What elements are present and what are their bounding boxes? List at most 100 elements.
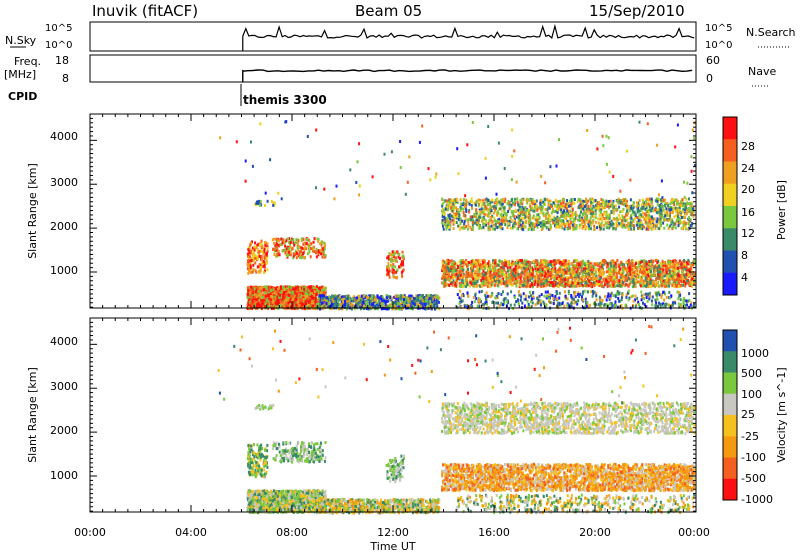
echo-cell	[334, 299, 337, 303]
echo-cell	[574, 278, 577, 282]
echo-cell	[457, 271, 460, 275]
echo-cell	[559, 282, 561, 286]
echo-cell	[468, 261, 470, 264]
echo-cell	[319, 249, 322, 253]
echo-cell	[678, 282, 680, 285]
echo-cell	[342, 297, 345, 301]
echo-cell	[285, 239, 288, 243]
echo-cell	[460, 283, 463, 287]
echo-cell	[276, 302, 279, 306]
echo-cell	[277, 298, 280, 302]
echo-cell	[550, 277, 553, 281]
echo-cell	[610, 264, 613, 268]
echo-cell	[629, 265, 632, 269]
echo-cell	[442, 275, 445, 279]
echo-cell	[674, 273, 677, 276]
echo-cell	[693, 272, 696, 276]
echo-cell	[663, 271, 666, 275]
echo-cell	[315, 250, 318, 254]
echo-cell	[260, 286, 263, 290]
echo-cell	[297, 239, 300, 243]
echo-cell	[633, 270, 636, 274]
echo-cell	[292, 252, 295, 256]
echo-cell	[251, 299, 254, 303]
echo-cell	[674, 269, 677, 273]
echo-cell	[275, 287, 277, 291]
echo-cell	[674, 259, 677, 262]
echo-cell	[251, 270, 254, 274]
echo-cell	[313, 237, 316, 241]
echo-cell	[612, 269, 615, 273]
echo-cell	[466, 271, 469, 275]
echo-cell	[614, 284, 617, 288]
echo-cell	[628, 277, 631, 281]
echo-cell	[281, 249, 284, 253]
echo-cell	[535, 272, 538, 276]
echo-cell	[653, 273, 656, 277]
echo-cell	[303, 287, 306, 291]
echo-cell	[531, 283, 534, 287]
echo-cell	[401, 250, 404, 254]
echo-cell	[461, 285, 464, 289]
echo-cell	[413, 302, 416, 306]
echo-cell	[616, 275, 619, 279]
echo-cell	[660, 273, 663, 277]
echo-cell	[644, 276, 647, 280]
echo-cell	[568, 265, 571, 269]
echo-cell	[255, 303, 258, 307]
echo-cell	[300, 256, 303, 260]
echo-cell	[506, 269, 509, 273]
echo-cell	[431, 303, 434, 307]
echo-cell	[387, 255, 390, 258]
echo-cell	[399, 256, 401, 260]
echo-cell	[389, 257, 392, 261]
echo-cell	[275, 290, 278, 294]
echo-cell	[641, 274, 644, 278]
echo-cell	[376, 295, 379, 299]
echo-cell	[324, 244, 326, 248]
echo-cell	[273, 297, 276, 301]
echo-cell	[350, 302, 353, 305]
echo-cell	[356, 296, 358, 300]
echo-cell	[348, 298, 351, 302]
echo-cell	[273, 237, 276, 241]
echo-cell	[558, 268, 561, 272]
freq-unit-label: [MHz]	[4, 68, 36, 81]
echo-cell	[416, 295, 419, 299]
echo-cell	[394, 265, 397, 269]
echo-cell	[402, 268, 405, 272]
echo-cell	[315, 255, 318, 259]
echo-cell	[306, 294, 309, 298]
echo-cell	[284, 298, 287, 302]
echo-cell	[400, 263, 403, 267]
echo-cell	[539, 279, 542, 283]
echo-cell	[400, 270, 403, 274]
echo-cell	[291, 298, 294, 302]
echo-cell	[247, 264, 250, 267]
echo-cell	[622, 271, 625, 275]
echo-cell	[391, 265, 394, 269]
echo-cell	[247, 248, 250, 252]
echo-cell	[553, 277, 556, 281]
echo-cell	[655, 278, 657, 282]
echo-cell	[635, 277, 638, 280]
echo-cell	[612, 283, 615, 287]
echo-cell	[532, 268, 535, 272]
echo-cell	[304, 245, 307, 249]
echo-cell	[356, 299, 359, 303]
echo-cell	[285, 301, 288, 305]
echo-cell	[260, 239, 263, 243]
echo-cell	[319, 242, 322, 246]
echo-cell	[315, 292, 318, 296]
echo-cell	[658, 284, 661, 288]
echo-cell	[514, 277, 517, 281]
echo-cell	[691, 277, 693, 281]
echo-cell	[323, 241, 326, 245]
echo-cell	[322, 286, 325, 290]
echo-cell	[268, 285, 271, 289]
echo-cell	[335, 304, 338, 308]
echo-cell	[247, 292, 250, 296]
echo-cell	[637, 280, 640, 284]
echo-cell	[249, 249, 252, 253]
